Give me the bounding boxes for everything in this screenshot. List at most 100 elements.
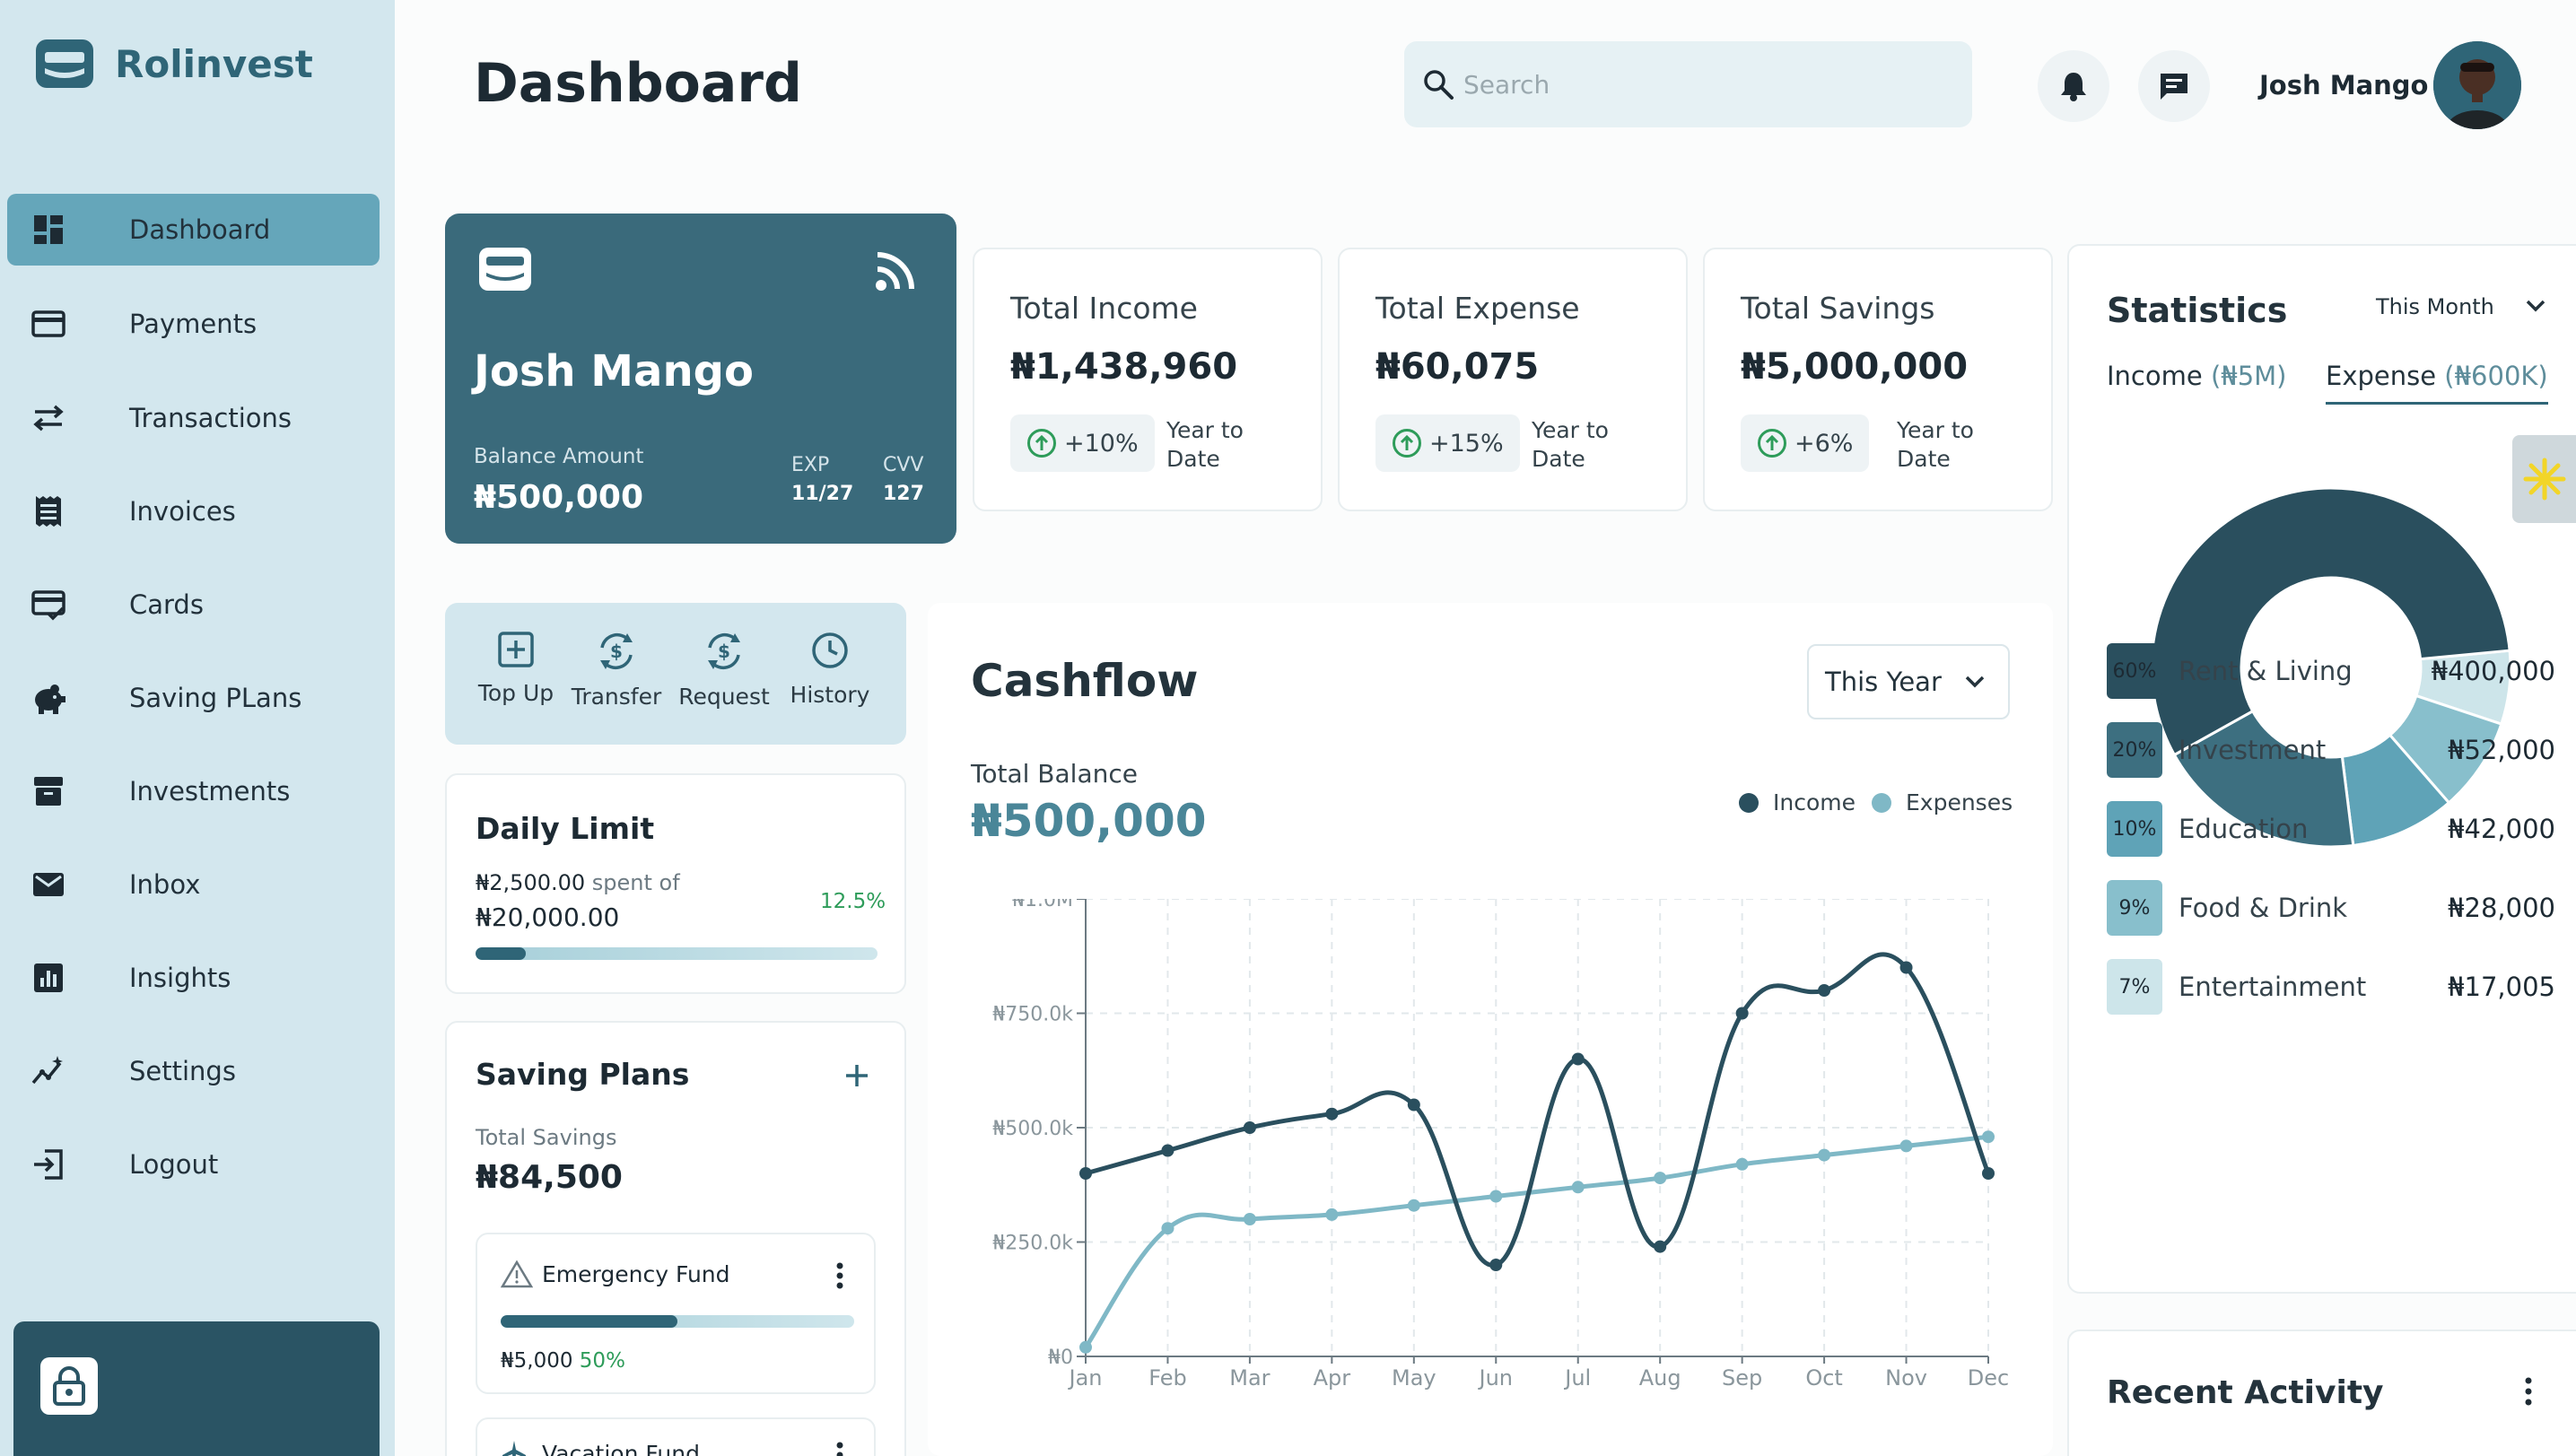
statistics-period-dropdown[interactable]: This Month xyxy=(2376,294,2494,319)
x-tick-label: Sep xyxy=(1722,1365,1762,1391)
category-label: Investment xyxy=(2179,735,2327,765)
cashflow-period-value: This Year xyxy=(1825,667,1942,697)
saving-plan-card[interactable]: Emergency Fund ₦5,000 50% xyxy=(476,1233,876,1394)
stat-card-total-income[interactable]: Total Income ₦1,438,960 +10% Year to Dat… xyxy=(973,248,1323,511)
category-row[interactable]: 20% Investment ₦52,000 xyxy=(2107,721,2555,779)
sidebar-item-investments[interactable]: Investments xyxy=(7,755,380,827)
total-balance-value: ₦500,000 xyxy=(971,795,1207,847)
search-input[interactable] xyxy=(1463,69,1930,100)
data-point-income xyxy=(1899,961,1913,974)
data-point-expenses xyxy=(1571,1181,1585,1194)
stat-change: +15% xyxy=(1429,429,1504,458)
stat-card-total-expense[interactable]: Total Expense ₦60,075 +15% Year to Date xyxy=(1338,248,1688,511)
card-balance-label: Balance Amount xyxy=(474,445,644,468)
sidebar-item-payments[interactable]: Payments xyxy=(7,288,380,360)
stat-change-badge: +15% xyxy=(1375,414,1520,472)
sidebar-item-cards[interactable]: Cards xyxy=(7,569,380,641)
card-holder-name: Josh Mango xyxy=(474,346,754,397)
daily-limit-spent-line: ₦2,500.00 spent of xyxy=(476,870,680,895)
bell-icon xyxy=(2061,73,2086,101)
chevron-down-icon[interactable] xyxy=(2525,298,2546,314)
sidebar-item-inbox[interactable]: Inbox xyxy=(7,849,380,920)
donut-slice-rent-living[interactable] xyxy=(2150,486,2511,757)
category-percent-swatch: 60% xyxy=(2107,643,2162,699)
category-amount: ₦400,000 xyxy=(2431,656,2555,686)
category-row[interactable]: 9% Food & Drink ₦28,000 xyxy=(2107,879,2555,937)
saving-plan-name: Emergency Fund xyxy=(542,1261,730,1287)
top-up-button[interactable]: Top Up xyxy=(467,630,565,706)
user-name[interactable]: Josh Mango xyxy=(2259,70,2429,100)
sidebar-item-settings[interactable]: Settings xyxy=(7,1035,380,1107)
category-row[interactable]: 60% Rent & Living ₦400,000 xyxy=(2107,642,2555,700)
more-vertical-icon[interactable] xyxy=(834,1261,845,1290)
request-button[interactable]: $ Request xyxy=(675,630,773,710)
sidebar-item-insights[interactable]: Insights xyxy=(7,942,380,1014)
history-button[interactable]: History xyxy=(781,630,879,708)
category-row[interactable]: 10% Education ₦42,000 xyxy=(2107,800,2555,858)
stat-change: +6% xyxy=(1794,429,1854,458)
more-vertical-icon[interactable] xyxy=(2523,1376,2534,1407)
sparkline-icon xyxy=(31,1056,63,1085)
sidebar-item-saving-plans[interactable]: Saving PLans xyxy=(7,662,380,734)
y-tick-label: ₦250.0k xyxy=(992,1233,1073,1255)
stat-card-total-savings[interactable]: Total Savings ₦5,000,000 +6% Year to Dat… xyxy=(1703,248,2053,511)
lock-button[interactable] xyxy=(40,1357,98,1415)
sidebar-item-transactions[interactable]: Transactions xyxy=(7,382,380,454)
invoice-icon xyxy=(36,496,61,527)
cashflow-title: Cashflow xyxy=(971,655,1199,707)
saving-total: ₦84,500 xyxy=(476,1159,623,1196)
wallet-logo-icon xyxy=(36,39,93,88)
plus-square-icon xyxy=(498,632,534,667)
legend-income-dot xyxy=(1739,792,1759,813)
more-vertical-icon[interactable] xyxy=(834,1441,845,1456)
svg-text:$: $ xyxy=(610,641,623,662)
x-tick-label: Jul xyxy=(1563,1365,1591,1391)
search-bar[interactable] xyxy=(1404,41,1972,127)
category-percent-swatch: 7% xyxy=(2107,959,2162,1015)
archive-box-icon xyxy=(34,777,63,806)
x-tick-label: Mar xyxy=(1229,1365,1270,1391)
daily-limit-amount: ₦20,000.00 xyxy=(476,902,620,932)
donut-slice-investment[interactable] xyxy=(2172,709,2355,849)
legend-expenses-label: Expenses xyxy=(1906,789,2013,815)
app-logo[interactable]: Rolinvest xyxy=(34,38,313,90)
data-point-income xyxy=(1325,1107,1339,1120)
tab-expense-amount: (₦600K) xyxy=(2444,361,2548,391)
stat-change-badge: +6% xyxy=(1741,414,1870,472)
data-point-income xyxy=(1079,1167,1092,1180)
category-row[interactable]: 7% Entertainment ₦17,005 xyxy=(2107,958,2555,1016)
sidebar-item-label: Investments xyxy=(129,776,291,806)
legend-income-label: Income xyxy=(1773,789,1856,815)
recent-activity-panel: Recent Activity xyxy=(2067,1330,2576,1456)
notifications-button[interactable] xyxy=(2038,50,2109,122)
piggy-bank-icon xyxy=(35,684,65,714)
stat-note: Year to Date xyxy=(1532,417,1609,472)
category-label: Food & Drink xyxy=(2179,893,2348,923)
tab-expense[interactable]: Expense (₦600K) xyxy=(2326,361,2548,405)
sidebar-item-logout[interactable]: Logout xyxy=(7,1129,380,1200)
saving-plan-card[interactable]: Vacation Fund xyxy=(476,1417,876,1456)
messages-button[interactable] xyxy=(2138,50,2210,122)
add-plan-icon[interactable] xyxy=(843,1062,870,1089)
stat-value: ₦60,075 xyxy=(1375,346,1540,388)
avatar[interactable] xyxy=(2433,41,2521,129)
quick-actions-panel: Top Up $ Transfer $ Request History xyxy=(445,603,906,745)
card-balance: ₦500,000 xyxy=(474,479,644,516)
side-widget-tab[interactable] xyxy=(2512,435,2576,523)
sidebar-item-label: Saving PLans xyxy=(129,683,302,713)
saving-plan-amount: ₦5,000 xyxy=(501,1349,573,1373)
cashflow-period-dropdown[interactable]: This Year xyxy=(1807,644,2010,719)
sidebar-item-invoices[interactable]: Invoices xyxy=(7,475,380,547)
bar-chart-icon xyxy=(34,963,63,992)
sidebar-item-dashboard[interactable]: Dashboard xyxy=(7,194,380,266)
sidebar-item-label: Logout xyxy=(129,1149,219,1180)
data-point-income xyxy=(1654,1240,1667,1253)
stat-note: Year to Date xyxy=(1897,417,1974,472)
saving-plans-title: Saving Plans xyxy=(476,1057,690,1092)
legend-expenses: Expenses xyxy=(1872,789,2013,815)
balance-card[interactable]: Josh Mango Balance Amount ₦500,000 EXP 1… xyxy=(445,214,956,544)
tab-income[interactable]: Income (₦5M) xyxy=(2107,361,2287,402)
transfer-button[interactable]: $ Transfer xyxy=(567,630,666,710)
data-point-income xyxy=(1982,1167,1995,1180)
category-percent-swatch: 10% xyxy=(2107,801,2162,857)
